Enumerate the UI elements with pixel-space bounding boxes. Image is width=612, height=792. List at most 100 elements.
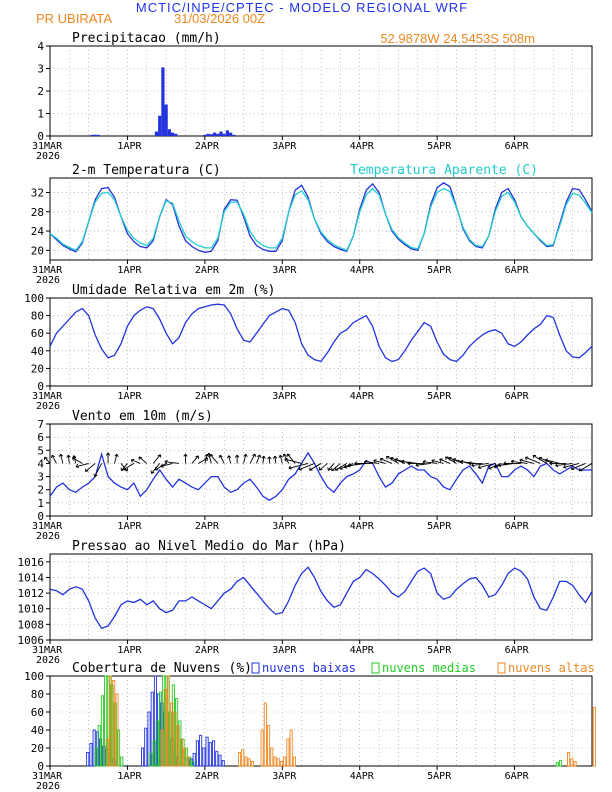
wind-barb-head — [445, 456, 449, 460]
wind-barb — [228, 455, 232, 464]
wind-barb-head — [422, 459, 426, 465]
legend-swatch — [371, 662, 380, 674]
y-tick-label: 0 — [37, 510, 44, 523]
wind-barb-head — [363, 459, 368, 465]
legend-apparent-temp: Temperatura Aparente (C) — [350, 163, 538, 178]
precip-bar — [161, 67, 165, 136]
x-tick-label: 1APR — [117, 521, 142, 532]
x-tick-label: 6APR — [505, 141, 530, 152]
x-tick-label: 2APR — [195, 521, 220, 532]
wind-barb — [373, 459, 386, 464]
precip-bar — [154, 131, 159, 136]
x-tick-label: 1APR — [117, 645, 142, 656]
cloud-bar-green — [175, 698, 179, 767]
cloud-bar-orange — [115, 693, 119, 767]
wind-barb-head — [532, 454, 537, 459]
wind-barb-head — [85, 468, 89, 472]
panel-title: Umidade Relativa em 2m (%) — [72, 283, 276, 298]
wind-barb-head — [448, 456, 452, 461]
wind-barb-head — [154, 466, 159, 471]
wind-barb — [319, 463, 328, 471]
cloud-bar-blue — [144, 727, 148, 767]
cloud-bar-blue — [211, 740, 216, 767]
y-tick-label: 5 — [37, 444, 44, 457]
cloud-bar-orange — [273, 756, 277, 767]
wind-barb-head — [510, 459, 515, 464]
panel-title: Pressao ao Nivel Medio do Mar (hPa) — [72, 539, 346, 554]
wind-barb-head — [386, 455, 390, 460]
wind-barb — [123, 463, 135, 470]
wind-barb-head — [519, 458, 523, 463]
x-tick-label: 3APR — [272, 391, 297, 402]
wind-barb — [445, 456, 457, 464]
y-tick-label: 3 — [37, 471, 44, 484]
x-tick-label: 31MAR — [32, 771, 63, 782]
y-tick-label: 1012 — [18, 587, 45, 600]
wind-barb-head — [439, 458, 443, 463]
cloud-bar-green — [155, 720, 159, 767]
cloud-bar-orange — [250, 761, 254, 767]
wind-barb-head — [298, 466, 302, 471]
wind-barb-head — [226, 455, 232, 459]
cloud-bar-green — [165, 675, 169, 767]
wind-barb — [431, 459, 444, 464]
wind-barb — [511, 460, 528, 464]
wind-barb — [519, 459, 535, 464]
wind-barb-head — [288, 465, 292, 470]
series-line-pres-0 — [49, 566, 593, 630]
cloud-bar-orange — [276, 758, 280, 767]
y-tick-label: 3 — [37, 63, 44, 76]
y-tick-label: 6 — [37, 431, 44, 444]
precip-bar — [96, 134, 100, 136]
wind-barb-head — [570, 466, 575, 471]
cloud-bar-orange — [260, 729, 264, 767]
wind-barb — [279, 455, 283, 464]
wind-barb — [208, 452, 212, 464]
wind-barb — [555, 462, 573, 466]
wind-barb-head — [563, 464, 567, 469]
x-tick-label: 31MAR — [32, 645, 63, 656]
cloud-bar-blue — [199, 734, 203, 767]
cloud-bar-green — [162, 675, 166, 767]
wind-barb — [75, 462, 89, 468]
x-tick-label: 31MAR — [32, 265, 63, 276]
wind-barb-head — [497, 462, 502, 468]
wind-barb — [380, 458, 393, 464]
wind-barb — [243, 454, 247, 464]
wind-barb — [131, 459, 141, 464]
panel-precip: 0 1 2 3 4 31MAR 1APR 2APR 3APR 4APR 5APR 6APR 2026 Pr… — [32, 31, 593, 162]
wind-barb-head — [50, 454, 55, 459]
y-tick-label: 2 — [37, 85, 44, 98]
wind-barb — [191, 455, 199, 464]
series-line-temp-1 — [49, 187, 593, 252]
cloud-bar-blue — [141, 747, 145, 767]
y-tick-label: 32 — [31, 186, 44, 199]
wind-barb — [249, 453, 256, 464]
cloud-bar-green — [94, 747, 98, 767]
cloud-bar-orange — [570, 758, 574, 767]
wind-barb-head — [183, 453, 188, 457]
wind-barb-head — [415, 462, 419, 468]
y-tick-label: 80 — [31, 310, 44, 323]
x-tick-label: 5APR — [427, 771, 452, 782]
legend-swatch — [251, 662, 260, 674]
y-tick-label: 24 — [31, 225, 45, 238]
wind-barb — [471, 462, 489, 466]
wind-barb — [415, 462, 431, 466]
wind-barb-head — [309, 467, 313, 471]
x-tick-label: 5APR — [427, 391, 452, 402]
wind-barb — [386, 456, 399, 464]
wind-barb-head — [105, 452, 111, 456]
wind-barb-head — [407, 461, 411, 466]
wind-barb-head — [278, 454, 283, 459]
wind-barb — [114, 454, 118, 464]
wind-barb-head — [195, 455, 200, 459]
precip-bar — [219, 131, 223, 136]
y-tick-label: 1014 — [18, 571, 45, 584]
wind-barb — [331, 463, 341, 472]
wind-barb-head — [488, 465, 492, 470]
cloud-bar-green — [104, 675, 108, 767]
x-tick-label: 2APR — [195, 141, 220, 152]
